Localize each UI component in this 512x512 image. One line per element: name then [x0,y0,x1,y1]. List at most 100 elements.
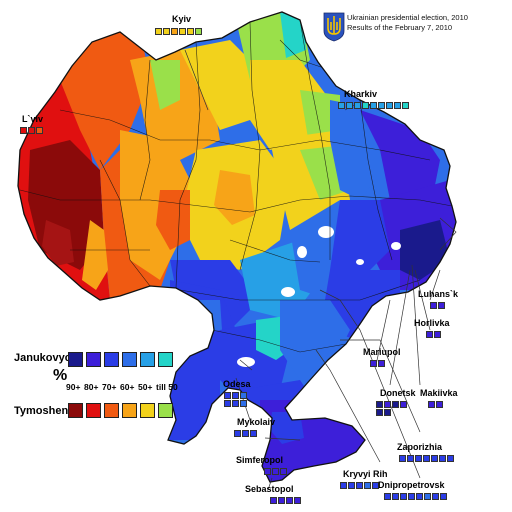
city-result-swatch [280,468,287,475]
city-results-lviv [20,127,43,134]
city-result-swatch [400,493,407,500]
city-result-swatch [240,400,247,407]
header-line-1: Ukrainian presidential election, 2010 [347,13,468,22]
city-results-makiivka [428,401,443,408]
city-result-swatch [434,331,441,338]
legend-bin-label: 60+ [120,382,135,392]
city-result-swatch [362,102,369,109]
legend-swatch [158,403,173,418]
city-results-horlivka [426,331,441,338]
city-result-swatch [155,28,162,35]
legend-swatch [68,403,83,418]
legend-swatch [86,352,101,367]
city-result-swatch [20,127,27,134]
city-result-swatch [384,493,391,500]
legend-bin-label: 80+ [84,382,99,392]
city-label-horlivka: Horlivka [414,318,450,328]
city-result-swatch [392,493,399,500]
legend-candidate-janukovych: Janukovych [14,352,78,364]
city-result-swatch [424,493,431,500]
legend-swatch [68,352,83,367]
city-label-lviv: L`viv [22,114,44,124]
city-result-swatch [430,302,437,309]
city-result-swatch [364,482,371,489]
city-result-swatch [338,102,345,109]
city-result-swatch [415,455,422,462]
city-result-swatch [340,482,347,489]
city-result-swatch [346,102,353,109]
legend-swatch [86,403,101,418]
city-result-swatch [423,455,430,462]
city-result-swatch [179,28,186,35]
city-result-swatch [36,127,43,134]
city-result-swatch [242,430,249,437]
city-results-sebastopol [270,497,301,504]
city-result-swatch [370,360,377,367]
city-label-simferopol: Simferopol [236,455,284,465]
city-result-swatch [447,455,454,462]
city-result-swatch [224,400,231,407]
city-result-swatch [272,468,279,475]
city-result-swatch [187,28,194,35]
city-result-swatch [416,493,423,500]
city-result-swatch [386,102,393,109]
city-label-sebastopol: Sebastopol [245,484,294,494]
city-label-mariupol: Mariupol [363,347,401,357]
legend-swatch [158,352,173,367]
city-result-swatch [407,455,414,462]
city-result-swatch [171,28,178,35]
city-result-swatch [378,102,385,109]
city-label-luhansk: Luhans`k [418,289,459,299]
city-label-kharkiv: Kharkiv [344,89,378,99]
city-label-dnipropetrovsk: Dnipropetrovsk [378,480,445,490]
city-results-simferopol [264,468,287,475]
city-result-swatch [436,401,443,408]
city-result-swatch [372,482,379,489]
city-result-swatch [438,302,445,309]
city-result-swatch [224,392,231,399]
city-label-kryvyi-rih: Kryvyi Rih [343,469,388,479]
city-result-swatch [408,493,415,500]
city-results-odesa [224,392,249,407]
legend-candidate-tymoshenko: Tymoshenko [14,405,82,417]
city-result-swatch [250,430,257,437]
city-label-donetsk: Donetsk [380,388,416,398]
city-result-swatch [278,497,285,504]
legend-swatch [122,403,137,418]
city-label-mykolaiv: Mykolaiv [237,417,276,427]
legend-swatches-tymoshenko [68,403,173,418]
city-result-swatch [163,28,170,35]
city-result-swatch [195,28,202,35]
city-result-swatch [28,127,35,134]
city-label-odesa: Odesa [223,379,251,389]
legend-swatch [104,403,119,418]
legend-bin-label: 50+ [138,382,153,392]
city-result-swatch [428,401,435,408]
legend-bin-label: till 50 [156,382,178,392]
city-result-swatch [348,482,355,489]
city-result-swatch [232,392,239,399]
city-result-swatch [432,493,439,500]
legend-swatch [122,352,137,367]
map-header: Ukrainian presidential election, 2010 Re… [347,13,468,33]
city-result-swatch [234,430,241,437]
city-results-mariupol [370,360,385,367]
city-result-swatch [376,401,383,408]
city-result-swatch [378,360,385,367]
city-result-swatch [392,401,399,408]
city-result-swatch [384,401,391,408]
city-result-swatch [270,497,277,504]
city-result-swatch [399,455,406,462]
legend-swatch [140,352,155,367]
header-line-2: Results of the February 7, 2010 [347,23,453,32]
legend-percent-sign: % [53,367,68,384]
city-result-swatch [240,392,247,399]
city-results-kyiv [155,28,205,35]
city-results-kharkiv [338,102,409,109]
city-result-swatch [439,455,446,462]
city-results-zaporizhia [399,455,454,462]
city-result-swatch [400,401,407,408]
legend-swatch [104,352,119,367]
city-results-dnipropetrovsk [384,493,447,500]
